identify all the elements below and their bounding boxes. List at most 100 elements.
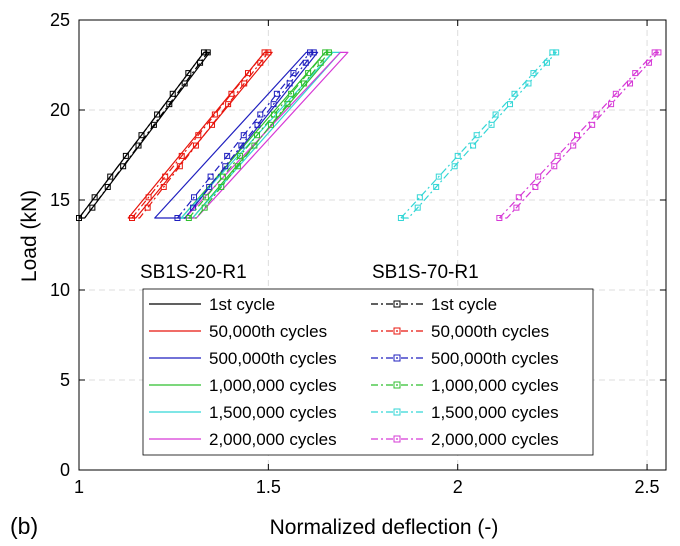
series-marker-10	[435, 173, 442, 180]
series-marker-8	[222, 163, 229, 170]
x-axis-label: Normalized deflection (-)	[270, 516, 499, 539]
series-marker-11	[574, 132, 581, 139]
series-marker-6	[169, 90, 176, 97]
legend: 1st cycle 50,000th cycles 500,000th cycles…	[142, 288, 594, 456]
legend-label-4: 1,500,000 cycles	[209, 403, 337, 422]
series-marker-9	[271, 111, 278, 118]
series-marker-9	[305, 70, 312, 77]
series-marker-7	[129, 215, 136, 221]
series-marker-7	[176, 163, 183, 170]
y-tick-label: 0	[60, 460, 70, 480]
series-marker-9	[236, 152, 243, 159]
y-tick-label: 10	[50, 280, 70, 300]
series-marker-10	[416, 194, 423, 201]
legend-marker-6	[393, 300, 401, 308]
legend-marker-11	[393, 435, 401, 443]
series-line-9	[188, 51, 330, 219]
series-marker-10	[397, 215, 404, 221]
series-marker-7	[257, 59, 264, 66]
series-marker-6	[154, 111, 161, 118]
series-marker-7	[209, 121, 216, 128]
series-marker-9	[185, 215, 192, 221]
series-marker-10	[414, 204, 421, 211]
series-line-6	[78, 51, 209, 219]
series-marker-10	[492, 111, 499, 118]
series-marker-10	[543, 59, 550, 66]
series-marker-8	[307, 49, 314, 56]
series-marker-8	[224, 152, 231, 159]
series-line-10	[400, 51, 557, 219]
series-marker-11	[532, 183, 539, 190]
legend-marker-7	[393, 327, 401, 335]
series-marker-9	[218, 183, 225, 190]
series-marker-11	[645, 59, 652, 66]
series-marker-11	[535, 173, 542, 180]
series-marker-8	[254, 121, 261, 128]
series-marker-7	[225, 101, 232, 108]
series-line-11	[498, 51, 660, 219]
series-marker-6	[166, 101, 173, 108]
y-tick-label: 5	[60, 370, 70, 390]
series-marker-6	[185, 70, 192, 77]
series-marker-8	[290, 70, 297, 77]
series-marker-11	[655, 49, 662, 56]
series-marker-9	[322, 49, 329, 56]
series-marker-11	[551, 163, 558, 170]
series-marker-9	[301, 80, 308, 87]
legend-label-3: 1,000,000 cycles	[209, 376, 337, 395]
series-marker-10	[451, 163, 458, 170]
series-marker-7	[162, 173, 169, 180]
legend-label-8: 500,000th cycles	[431, 349, 559, 368]
series-marker-6	[135, 142, 142, 149]
legend-marker-10	[393, 408, 401, 416]
series-marker-10	[433, 183, 440, 190]
series-marker-11	[515, 194, 522, 201]
series-marker-7	[228, 90, 235, 97]
legend-label-0: 1st cycle	[209, 295, 275, 314]
x-tick-label: 1.5	[256, 477, 281, 497]
series-marker-7	[241, 80, 248, 87]
series-marker-11	[612, 90, 619, 97]
series-marker-11	[632, 70, 639, 77]
series-marker-7	[265, 49, 272, 56]
legend-label-9: 1,000,000 cycles	[431, 376, 559, 395]
series-marker-10	[549, 49, 556, 56]
series-marker-6	[107, 173, 114, 180]
series-line-8	[176, 51, 315, 219]
series-marker-6	[120, 163, 127, 170]
series-marker-9	[251, 142, 258, 149]
series-marker-11	[513, 204, 520, 211]
series-marker-6	[200, 49, 207, 56]
y-tick-label: 20	[50, 100, 70, 120]
series-marker-11	[627, 80, 634, 87]
series-marker-8	[302, 59, 309, 66]
series-marker-10	[507, 101, 514, 108]
series-marker-10	[470, 142, 477, 149]
series-marker-8	[190, 204, 197, 211]
series-marker-6	[122, 152, 129, 159]
series-marker-9	[317, 59, 324, 66]
series-marker-9	[201, 204, 208, 211]
series-marker-9	[284, 101, 291, 108]
series-marker-7	[244, 70, 251, 77]
series-marker-8	[257, 111, 264, 118]
plot-frame	[78, 19, 667, 471]
series-marker-8	[191, 194, 198, 201]
legend-label-2: 500,000th cycles	[209, 349, 337, 368]
series-marker-8	[310, 49, 317, 56]
series-marker-6	[91, 194, 98, 201]
series-marker-6	[181, 80, 188, 87]
series-marker-6	[204, 49, 211, 56]
series-marker-10	[530, 70, 537, 77]
series-marker-7	[178, 152, 185, 159]
series-marker-8	[238, 142, 245, 149]
series-marker-10	[473, 132, 480, 139]
series-marker-11	[496, 215, 503, 221]
series-marker-7	[144, 204, 151, 211]
series-marker-11	[589, 121, 596, 128]
series-marker-7	[261, 49, 268, 56]
series-marker-10	[525, 80, 532, 87]
series-line-2	[154, 51, 319, 219]
series-marker-11	[651, 49, 658, 56]
